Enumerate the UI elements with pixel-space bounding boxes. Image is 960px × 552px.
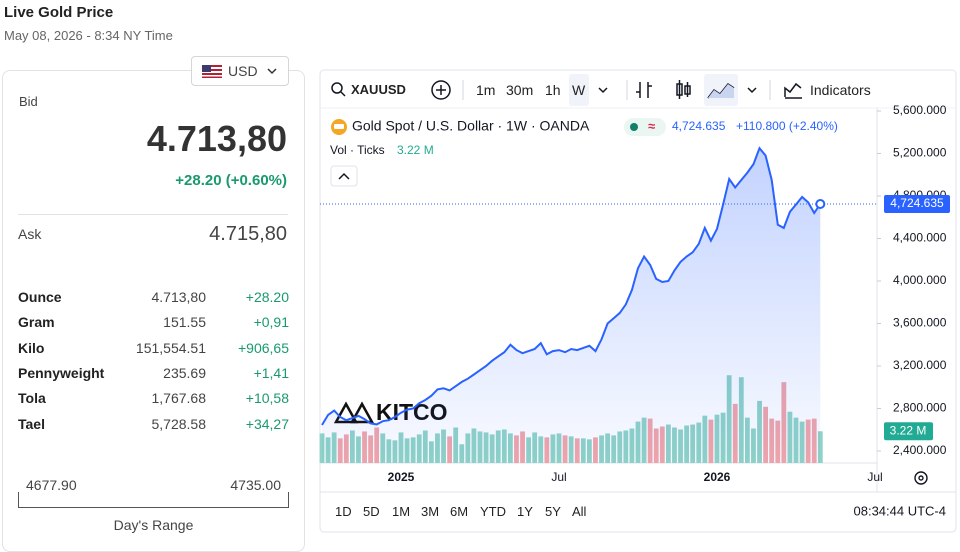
- range-button[interactable]: 3M: [421, 504, 440, 519]
- row-change: +34,27: [245, 415, 289, 432]
- status-icon: ≈: [648, 118, 655, 133]
- currency-icons: [202, 65, 277, 78]
- symbol[interactable]: XAUUSD: [351, 82, 406, 97]
- flag-stripe: [202, 67, 222, 69]
- price-line: [321, 146, 822, 426]
- x-tick-label: Jul: [551, 470, 566, 484]
- x-tick-label: 2025: [388, 470, 415, 484]
- row-name: Ounce: [18, 289, 62, 305]
- range-button[interactable]: 5D: [363, 504, 380, 519]
- row-price: 151,554.51: [135, 339, 206, 356]
- toolbar-icons: [331, 80, 802, 100]
- range-button[interactable]: 1Y: [517, 504, 533, 519]
- legend-price: 4,724.635: [672, 119, 726, 133]
- y-tick-label: 2,400.000: [893, 443, 947, 457]
- x-tick-label: 2026: [704, 470, 731, 484]
- legend-change: +110.800 (+2.40%): [736, 119, 838, 133]
- collapse-icon: [338, 172, 350, 180]
- row-name: Tael: [18, 415, 45, 432]
- price-tag: [884, 194, 950, 213]
- row-name: Gram: [18, 314, 55, 331]
- symbol-icon-bar: [334, 124, 344, 129]
- range-button[interactable]: All: [572, 504, 587, 519]
- range-button[interactable]: 1D: [335, 504, 352, 519]
- legend-series: Gold Spot / U.S. Dollar · 1W · OANDA: [352, 118, 590, 134]
- page: ≈ Gold Spot / U.S. Dollar · 1W · OANDA 4…: [2, 4, 957, 552]
- row-change: +10,58: [245, 390, 289, 407]
- interval[interactable]: 30m: [506, 82, 534, 98]
- y-tick-label: 2,800.000: [893, 401, 947, 415]
- flag-stripe: [202, 75, 222, 77]
- row-change: +906,65: [238, 339, 289, 356]
- price-tag-label: 4,724.635: [890, 196, 944, 210]
- status-dot: [630, 123, 638, 131]
- y-tick-label: 3,200.000: [893, 358, 947, 372]
- range-label: Day's Range: [113, 517, 194, 533]
- bid-label: Bid: [19, 94, 38, 109]
- interval[interactable]: 1m: [476, 82, 496, 98]
- bid-price: 4.713,80: [146, 118, 287, 159]
- volume-tag-label: 3.22 M: [890, 423, 927, 437]
- range-bar: [18, 492, 289, 508]
- interval[interactable]: 1h: [545, 82, 561, 98]
- row-price: 1,767.68: [151, 390, 207, 407]
- row-price: 4.713,80: [151, 289, 207, 305]
- row-change: +0,91: [253, 314, 289, 331]
- volume-bar: [817, 431, 823, 463]
- y-tick-label: 4,000.000: [893, 273, 947, 287]
- flag-stripe: [202, 71, 222, 73]
- page-title: Live Gold Price: [4, 4, 114, 21]
- y-tick-label: 4,400.000: [893, 231, 947, 245]
- range-button[interactable]: 1M: [392, 504, 411, 519]
- legend-volume-value: 3.22 M: [397, 143, 434, 157]
- settings-icon-core: [918, 475, 924, 481]
- row-change: +28.20: [245, 289, 289, 305]
- row-price: 5,728.58: [151, 415, 207, 432]
- range-high: 4735.00: [230, 477, 281, 493]
- collapse-button[interactable]: [330, 165, 358, 187]
- currency-select[interactable]: USD: [191, 56, 289, 86]
- range-button[interactable]: 5Y: [545, 504, 561, 519]
- settings-icon[interactable]: [914, 471, 928, 485]
- legend-volume: Vol · Ticks: [330, 143, 385, 157]
- chevron: [267, 68, 277, 75]
- row-price: 151.55: [163, 314, 206, 331]
- volume-tag: [884, 422, 933, 441]
- timestamp: May 08, 2026 - 8:34 NY Time: [4, 28, 173, 43]
- divider: [18, 214, 288, 215]
- clock: 08:34:44 UTC-4: [854, 503, 947, 518]
- area-icon: [707, 82, 735, 99]
- range-button[interactable]: YTD: [480, 504, 506, 519]
- bid-change: +28.20 (+0.60%): [175, 172, 287, 189]
- price-area: [322, 148, 821, 463]
- row-name: Pennyweight: [18, 364, 105, 381]
- range-low: 4677.90: [26, 477, 77, 493]
- last-point: [815, 198, 826, 209]
- row-change: +1,41: [253, 364, 289, 381]
- y-tick-label: 5,200.000: [893, 146, 947, 160]
- active-interval: [569, 74, 589, 106]
- y-tick-label: 3,600.000: [893, 316, 947, 330]
- ask-price: 4.715,80: [209, 223, 287, 245]
- flag-canton: [202, 65, 211, 72]
- row-name: Kilo: [18, 339, 45, 356]
- currency: USD: [228, 63, 258, 79]
- row-name: Tola: [18, 390, 46, 407]
- status-pill: [624, 118, 666, 136]
- y-tick-label: 5,600.000: [893, 103, 947, 117]
- chart: ≈ Gold Spot / U.S. Dollar · 1W · OANDA 4…: [319, 69, 957, 533]
- row-price: 235.69: [163, 364, 206, 381]
- interval[interactable]: W: [572, 82, 586, 98]
- indicators[interactable]: Indicators: [810, 82, 871, 98]
- range-button[interactable]: 6M: [450, 504, 469, 519]
- ask-label: Ask: [18, 226, 42, 242]
- x-tick-label: Jul: [867, 470, 882, 484]
